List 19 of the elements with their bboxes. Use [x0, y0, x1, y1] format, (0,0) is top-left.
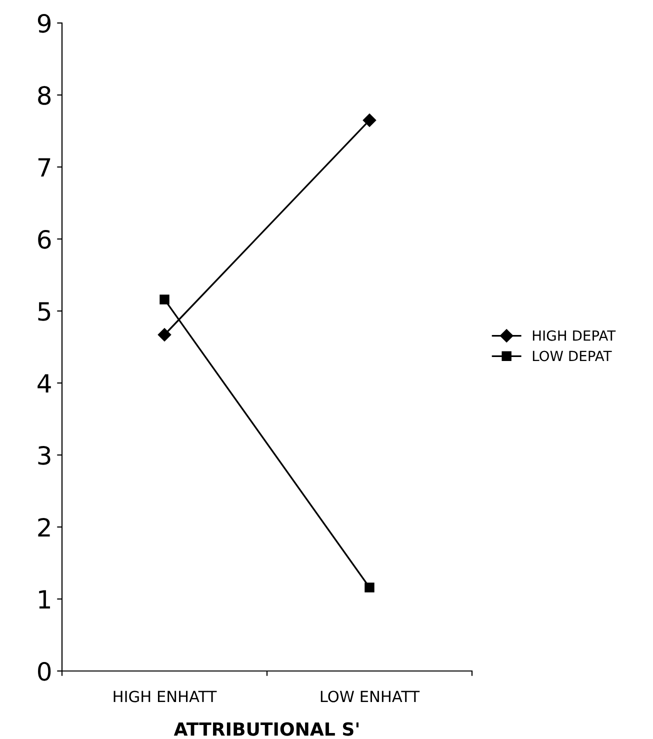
y-tick-label: 3 — [38, 446, 50, 465]
point — [160, 294, 170, 304]
y-tick-label: 5 — [38, 302, 50, 321]
x-axis-title: ATTRIBUTIONAL S' — [174, 722, 359, 736]
y-tick-label: 6 — [38, 230, 51, 249]
y-tick-label: 2 — [38, 518, 50, 536]
y-tick-label: 0 — [38, 662, 51, 681]
legend-label: LOW DEPAT — [532, 350, 612, 362]
x-tick-label: LOW ENHATT — [320, 690, 420, 702]
y-tick-label: 4 — [38, 374, 51, 392]
point — [362, 114, 376, 127]
x-tick-label: HIGH ENHATT — [114, 690, 217, 702]
y-tick-label: 9 — [38, 14, 51, 33]
y-tick-label: 8 — [38, 86, 51, 105]
point — [364, 582, 374, 592]
y-tick-label: 7 — [38, 158, 50, 176]
y-tick-label: 1 — [39, 590, 50, 608]
legend-label: HIGH DEPAT — [532, 330, 616, 341]
point — [158, 328, 172, 342]
